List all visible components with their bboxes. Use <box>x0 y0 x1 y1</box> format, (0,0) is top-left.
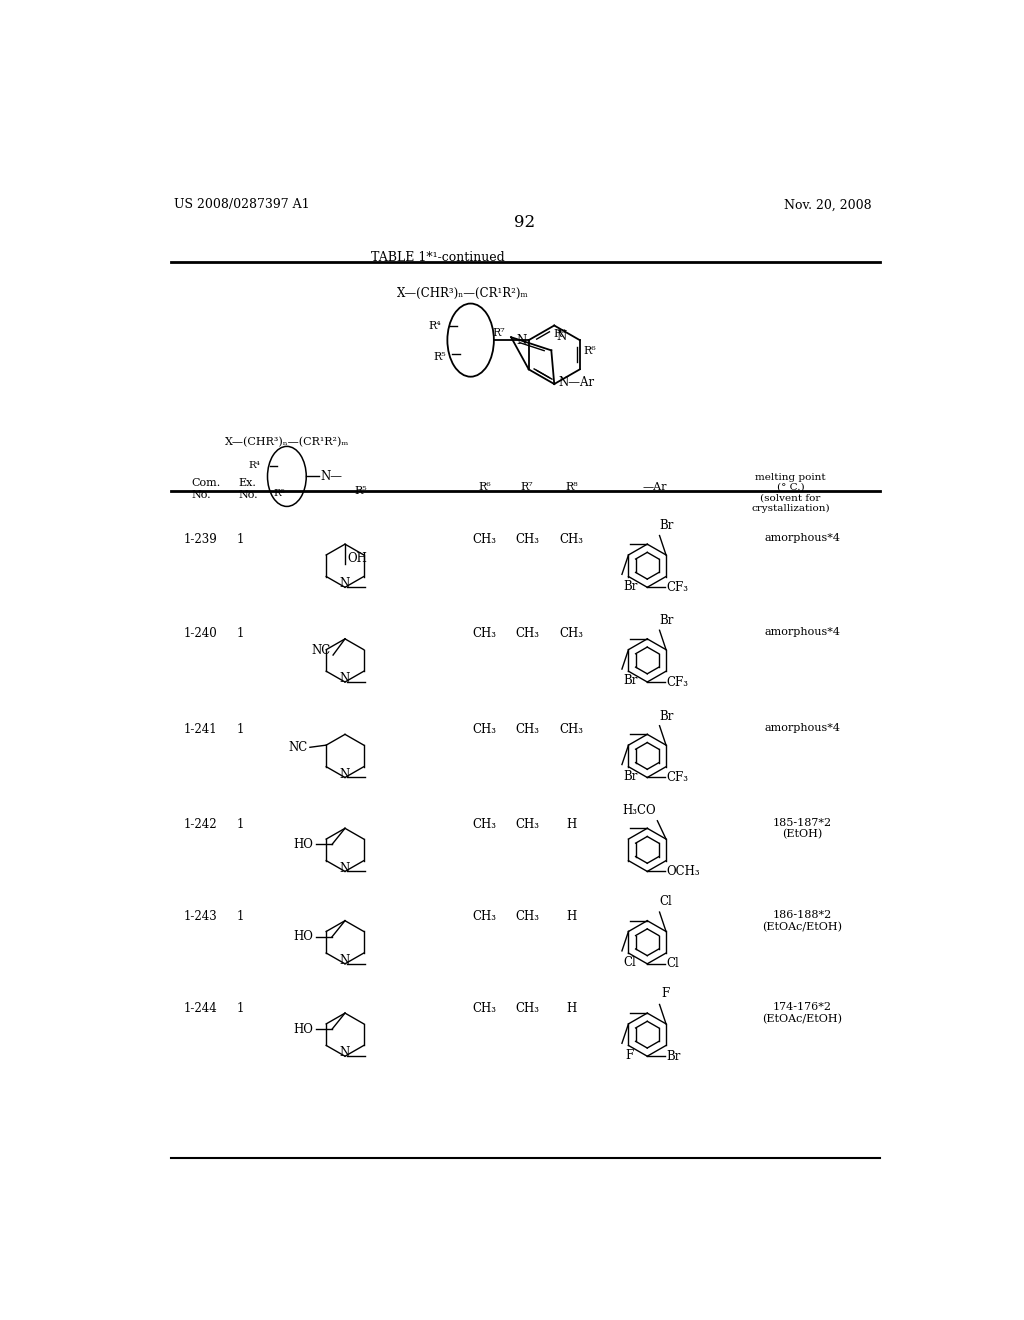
Text: R⁴: R⁴ <box>428 321 441 331</box>
Text: Com.
No.: Com. No. <box>191 478 221 499</box>
Text: OCH₃: OCH₃ <box>667 865 700 878</box>
Text: 1-240: 1-240 <box>183 627 217 640</box>
Text: CH₃: CH₃ <box>559 723 584 735</box>
Text: 1-239: 1-239 <box>183 533 217 545</box>
Text: 1: 1 <box>237 533 244 545</box>
Text: X—(CHR³)ₙ—(CR¹R²)ₘ: X—(CHR³)ₙ—(CR¹R²)ₘ <box>225 437 349 447</box>
Text: R⁶: R⁶ <box>584 346 596 356</box>
Text: R⁵: R⁵ <box>354 486 367 495</box>
Text: 1-242: 1-242 <box>183 817 217 830</box>
Text: N: N <box>516 334 526 347</box>
Text: R⁵: R⁵ <box>273 488 285 498</box>
Text: N: N <box>340 954 350 966</box>
Text: CH₃: CH₃ <box>515 817 539 830</box>
Text: Cl: Cl <box>624 956 636 969</box>
Text: Ex.
No.: Ex. No. <box>238 478 258 499</box>
Text: CH₃: CH₃ <box>515 909 539 923</box>
Text: Cl: Cl <box>659 895 673 908</box>
Text: CH₃: CH₃ <box>472 533 497 545</box>
Text: Nov. 20, 2008: Nov. 20, 2008 <box>784 198 872 211</box>
Text: Cl: Cl <box>667 957 680 970</box>
Text: 1: 1 <box>237 817 244 830</box>
Text: amorphous*4: amorphous*4 <box>764 533 841 543</box>
Text: N—: N— <box>321 470 342 483</box>
Text: CH₃: CH₃ <box>559 533 584 545</box>
Text: CH₃: CH₃ <box>472 909 497 923</box>
Text: HO: HO <box>294 931 313 944</box>
Text: N—Ar: N—Ar <box>559 376 595 389</box>
Text: CH₃: CH₃ <box>472 627 497 640</box>
Text: R⁷: R⁷ <box>493 329 505 338</box>
Text: X—(CHR³)ₙ—(CR¹R²)ₘ: X—(CHR³)ₙ—(CR¹R²)ₘ <box>397 288 528 301</box>
Text: F: F <box>662 987 670 1001</box>
Text: N: N <box>340 1047 350 1059</box>
Text: CF₃: CF₃ <box>667 676 689 689</box>
Text: 1-241: 1-241 <box>183 723 217 735</box>
Text: Br: Br <box>659 614 674 627</box>
Text: CH₃: CH₃ <box>559 627 584 640</box>
Text: H: H <box>566 909 577 923</box>
Text: US 2008/0287397 A1: US 2008/0287397 A1 <box>174 198 310 211</box>
Text: NC: NC <box>311 644 331 657</box>
Text: H₃CO: H₃CO <box>623 804 655 817</box>
Text: 185-187*2
(EtOH): 185-187*2 (EtOH) <box>773 817 831 840</box>
Text: CH₃: CH₃ <box>515 1002 539 1015</box>
Text: Br: Br <box>624 675 638 688</box>
Text: R⁷: R⁷ <box>521 482 534 492</box>
Text: amorphous*4: amorphous*4 <box>764 723 841 733</box>
Text: Br: Br <box>659 710 674 722</box>
Text: CH₃: CH₃ <box>472 1002 497 1015</box>
Text: TABLE 1*¹-continued: TABLE 1*¹-continued <box>371 251 505 264</box>
Text: 1: 1 <box>237 723 244 735</box>
Text: N: N <box>340 672 350 685</box>
Text: CH₃: CH₃ <box>515 533 539 545</box>
Text: R⁸: R⁸ <box>565 482 578 492</box>
Text: —Ar: —Ar <box>643 482 668 492</box>
Text: N: N <box>557 330 567 343</box>
Text: CH₃: CH₃ <box>515 723 539 735</box>
Text: R⁸: R⁸ <box>554 329 566 339</box>
Text: H: H <box>566 1002 577 1015</box>
Text: CH₃: CH₃ <box>472 817 497 830</box>
Text: N: N <box>340 577 350 590</box>
Text: R⁶: R⁶ <box>478 482 490 492</box>
Text: NC: NC <box>289 741 307 754</box>
Text: H: H <box>566 817 577 830</box>
Text: CH₃: CH₃ <box>472 723 497 735</box>
Text: 186-188*2
(EtOAc/EtOH): 186-188*2 (EtOAc/EtOH) <box>762 909 843 932</box>
Text: Br: Br <box>659 520 674 532</box>
Text: 1: 1 <box>237 909 244 923</box>
Text: 92: 92 <box>514 214 536 231</box>
Text: amorphous*4: amorphous*4 <box>764 627 841 636</box>
Text: melting point
(° C.)
(solvent for
crystallization): melting point (° C.) (solvent for crysta… <box>752 473 829 513</box>
Text: 1-244: 1-244 <box>183 1002 217 1015</box>
Text: CH₃: CH₃ <box>515 627 539 640</box>
Text: 1: 1 <box>237 1002 244 1015</box>
Text: OH: OH <box>347 552 368 565</box>
Text: F: F <box>626 1048 634 1061</box>
Text: Br: Br <box>624 579 638 593</box>
Text: 174-176*2
(EtOAc/EtOH): 174-176*2 (EtOAc/EtOH) <box>762 1002 843 1024</box>
Text: CF₃: CF₃ <box>667 771 689 784</box>
Text: CF₃: CF₃ <box>667 581 689 594</box>
Text: Br: Br <box>624 770 638 783</box>
Text: HO: HO <box>294 1023 313 1036</box>
Text: HO: HO <box>294 838 313 851</box>
Text: N: N <box>340 862 350 875</box>
Text: 1: 1 <box>237 627 244 640</box>
Text: Br: Br <box>667 1049 681 1063</box>
Text: R⁴: R⁴ <box>249 461 260 470</box>
Text: R⁵: R⁵ <box>433 352 445 362</box>
Text: N: N <box>340 767 350 780</box>
Text: 1-243: 1-243 <box>183 909 217 923</box>
